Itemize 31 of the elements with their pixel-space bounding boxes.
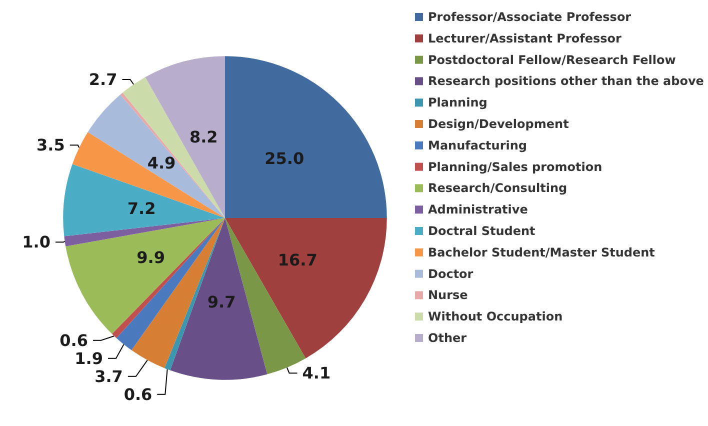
- data-label: 0.6: [60, 330, 88, 350]
- data-label: 25.0: [264, 149, 304, 168]
- legend-label: Planning/Sales promotion: [428, 160, 602, 174]
- data-label: 1.9: [74, 348, 104, 368]
- legend-label: Manufacturing: [428, 138, 527, 152]
- data-label: 0.6: [124, 384, 152, 404]
- data-label: 2.7: [88, 70, 118, 89]
- data-label: 4.9: [147, 154, 176, 173]
- data-label: 1.0: [22, 232, 50, 252]
- legend-label: Design/Development: [428, 117, 570, 131]
- legend-label: Professor/Associate Professor: [428, 10, 632, 24]
- legend-label: Research/Consulting: [428, 181, 568, 196]
- data-label: 9.9: [136, 248, 165, 267]
- legend-label: Without Occupation: [428, 310, 563, 324]
- data-label: 7.2: [127, 199, 156, 218]
- data-label: 8.2: [189, 127, 218, 146]
- legend-label: Nurse: [428, 288, 468, 302]
- data-label: 16.7: [278, 250, 318, 270]
- legend-label: Lecturer/Assistant Professor: [428, 31, 622, 46]
- legend-label: Postdoctoral Fellow/Research Fellow: [428, 52, 676, 67]
- data-label: 3.7: [94, 366, 123, 386]
- legend-label: Other: [428, 331, 467, 345]
- data-label: 9.7: [207, 292, 236, 312]
- legend-label: Planning: [428, 96, 488, 110]
- data-label: 3.5: [36, 136, 65, 155]
- legend-label: Administrative: [428, 202, 528, 217]
- legend-label: Research positions other than the above: [428, 74, 704, 88]
- data-label: 4.1: [302, 364, 331, 383]
- legend-label: Bachelor Student/Master Student: [428, 245, 656, 260]
- legend-label: Doctor: [428, 266, 474, 281]
- legend-label: Doctral Student: [428, 224, 536, 238]
